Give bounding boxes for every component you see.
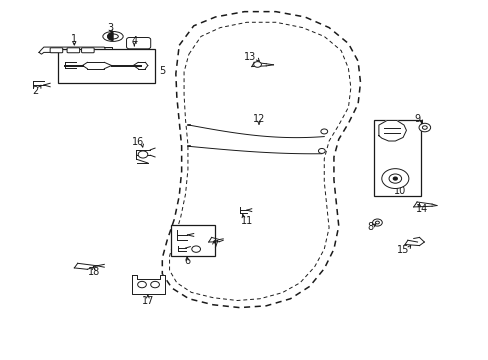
Text: 7: 7 — [212, 239, 218, 249]
Circle shape — [138, 151, 147, 158]
FancyBboxPatch shape — [50, 48, 62, 53]
Text: 2: 2 — [33, 86, 39, 96]
Bar — [58, 49, 155, 82]
Wedge shape — [107, 32, 113, 40]
Circle shape — [191, 246, 200, 252]
Ellipse shape — [102, 31, 123, 41]
Text: 10: 10 — [393, 186, 406, 196]
Text: 3: 3 — [107, 23, 113, 33]
FancyBboxPatch shape — [126, 37, 150, 49]
Bar — [171, 225, 214, 256]
Text: 4: 4 — [131, 36, 137, 46]
Polygon shape — [39, 47, 106, 54]
Polygon shape — [132, 275, 164, 294]
Text: 18: 18 — [87, 267, 100, 277]
Text: 1: 1 — [71, 34, 77, 44]
Ellipse shape — [107, 34, 118, 39]
Circle shape — [388, 174, 401, 183]
Text: 5: 5 — [159, 66, 165, 76]
FancyBboxPatch shape — [81, 48, 94, 53]
Circle shape — [422, 126, 427, 129]
Circle shape — [150, 282, 159, 288]
Circle shape — [372, 219, 382, 226]
Text: 16: 16 — [132, 137, 144, 147]
Circle shape — [138, 282, 146, 288]
Text: 6: 6 — [184, 256, 190, 266]
Circle shape — [418, 123, 430, 132]
Bar — [373, 120, 421, 196]
Circle shape — [320, 129, 327, 134]
Circle shape — [393, 177, 396, 180]
FancyBboxPatch shape — [67, 48, 80, 53]
Circle shape — [375, 221, 379, 224]
Circle shape — [318, 148, 325, 153]
Text: 17: 17 — [142, 296, 154, 306]
Text: 12: 12 — [252, 114, 264, 124]
Circle shape — [253, 62, 261, 67]
Text: 15: 15 — [396, 245, 408, 255]
Text: 8: 8 — [366, 222, 372, 232]
Text: 11: 11 — [240, 216, 252, 226]
Text: 14: 14 — [415, 204, 427, 214]
Circle shape — [381, 168, 408, 189]
Text: 9: 9 — [414, 114, 420, 124]
Text: 13: 13 — [244, 51, 256, 62]
Polygon shape — [378, 121, 406, 141]
